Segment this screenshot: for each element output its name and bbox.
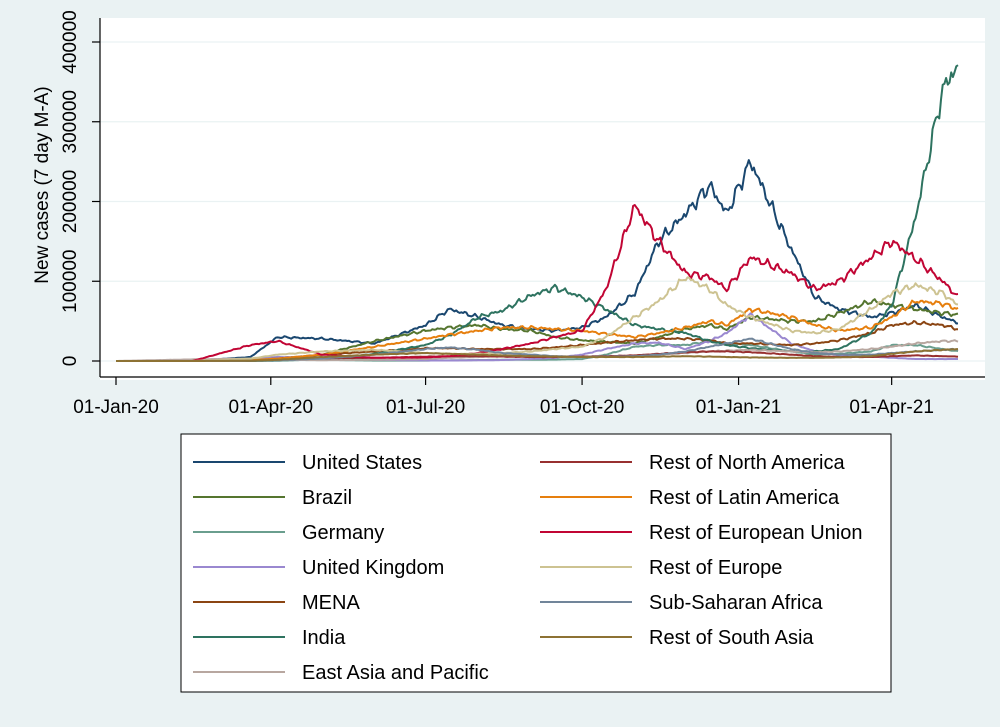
y-tick-label: 300000 <box>60 90 81 153</box>
x-tick-label: 01-Jan-20 <box>73 397 159 418</box>
x-tick-label: 01-Jan-21 <box>696 397 782 418</box>
series-line <box>116 276 959 362</box>
y-tick-label: 0 <box>60 356 81 367</box>
x-tick-label: 01-Jul-20 <box>386 397 465 418</box>
legend-label: Sub-Saharan Africa <box>649 592 823 614</box>
legend-label: Rest of European Union <box>649 522 862 544</box>
y-ticks: 0 100000 200000 300000 400000 <box>60 10 100 366</box>
y-axis-title: New cases (7 day M-A) <box>32 86 53 283</box>
series-line <box>116 348 958 362</box>
x-tick-label: 01-Oct-20 <box>540 397 624 418</box>
legend-label: Brazil <box>302 487 352 509</box>
legend-label: East Asia and Pacific <box>302 662 489 684</box>
legend-label: Rest of South Asia <box>649 627 814 649</box>
legend-box <box>180 433 892 693</box>
legend-label: Rest of North America <box>649 452 846 474</box>
plot-region <box>100 18 985 380</box>
series-lines <box>116 64 959 362</box>
axes <box>99 18 985 378</box>
legend-label: Rest of Latin America <box>649 487 840 509</box>
y-tick-label: 200000 <box>60 170 81 233</box>
legend-label: Rest of Europe <box>649 557 782 579</box>
series-line <box>116 204 959 362</box>
legend-label: United States <box>302 452 422 474</box>
x-tick-label: 01-Apr-21 <box>849 397 934 418</box>
y-tick-label: 400000 <box>60 10 81 73</box>
legend-label: India <box>302 627 346 649</box>
legend-label: MENA <box>302 592 360 614</box>
legend-label: Germany <box>302 522 384 544</box>
legend: United States Brazil Germany United Kingdom… <box>180 433 892 693</box>
legend-label: United Kingdom <box>302 557 444 579</box>
y-tick-label: 100000 <box>60 250 81 313</box>
x-tick-label: 01-Apr-20 <box>229 397 314 418</box>
x-ticks: 01-Jan-20 01-Apr-20 01-Jul-20 01-Oct-20 01-J… <box>73 377 934 418</box>
